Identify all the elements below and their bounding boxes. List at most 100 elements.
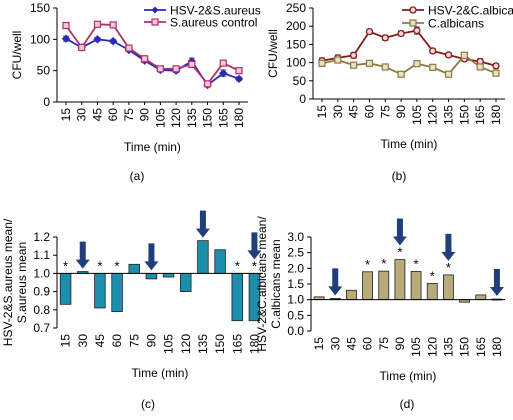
y-tick-label: 1.0 bbox=[287, 293, 304, 307]
x-tick-label: 15 bbox=[59, 108, 73, 122]
x-tick-label: 180 bbox=[247, 334, 261, 354]
x-tick-label: 135 bbox=[441, 337, 455, 357]
data-point bbox=[429, 47, 437, 55]
data-point bbox=[492, 69, 500, 77]
x-tick-label: 180 bbox=[232, 108, 246, 128]
bar bbox=[410, 271, 422, 301]
panel-d: 0.0 0.51.0 1.5 2.02.5 3.0 HSV-2&C.albicans me… bbox=[255, 216, 505, 411]
legend-label: S.aureus control bbox=[170, 16, 257, 30]
x-tick-label: 90 bbox=[393, 337, 407, 351]
x-tick-label: 45 bbox=[93, 334, 107, 348]
y-tick-label: 1.5 bbox=[287, 277, 304, 291]
data-point bbox=[156, 65, 164, 73]
bar bbox=[162, 272, 175, 278]
y-axis-title: CFU/well bbox=[266, 29, 280, 78]
x-tick-label: 75 bbox=[377, 337, 391, 351]
y-tick-label: 0.5 bbox=[287, 308, 304, 322]
legend-label: C.albicans bbox=[428, 17, 484, 31]
y-tick-label: 1.2 bbox=[33, 230, 50, 244]
bar bbox=[394, 259, 406, 301]
y-axis-title-line: HSV-2&S.aureus mean/ bbox=[1, 218, 15, 346]
x-tick-label: 180 bbox=[490, 337, 504, 357]
y-tick-label: 0.9 bbox=[33, 285, 50, 299]
y-tick-label: 50 bbox=[37, 64, 51, 78]
data-point bbox=[108, 37, 118, 46]
data-point bbox=[235, 67, 243, 75]
y-tick-label: 100 bbox=[30, 32, 50, 46]
data-point bbox=[334, 56, 342, 64]
x-tick-label: 90 bbox=[394, 105, 408, 119]
data-point bbox=[93, 20, 102, 28]
data-point bbox=[93, 35, 102, 44]
panel-label: (d) bbox=[400, 397, 415, 411]
y-tick-label: 100 bbox=[286, 56, 306, 70]
highlight-arrow bbox=[441, 233, 456, 261]
bar bbox=[475, 294, 487, 301]
y-tick-label: 200 bbox=[286, 19, 306, 33]
data-point bbox=[492, 62, 500, 70]
x-tick-label: 165 bbox=[474, 337, 488, 357]
bar bbox=[362, 271, 373, 301]
y-axis-title: CFU/well bbox=[10, 31, 24, 80]
x-tick-label: 120 bbox=[426, 105, 440, 125]
data-point bbox=[429, 63, 437, 71]
x-tick-label: 30 bbox=[75, 108, 89, 122]
data-point bbox=[365, 59, 374, 67]
bar bbox=[94, 272, 106, 309]
x-tick-label: 135 bbox=[442, 105, 456, 125]
bar bbox=[231, 272, 243, 322]
series-1 bbox=[62, 20, 243, 88]
significance-star: * bbox=[97, 258, 102, 273]
data-point bbox=[188, 60, 196, 69]
x-tick-label: 165 bbox=[230, 334, 244, 354]
legend-marker bbox=[151, 18, 159, 26]
y-tick-label: 0.8 bbox=[33, 303, 50, 317]
x-tick-label: 45 bbox=[347, 105, 361, 119]
x-tick-label: 30 bbox=[331, 105, 345, 119]
x-tick-label: 120 bbox=[179, 334, 193, 354]
panel-b: 0 50 100 150 200 250 CFU/well 15 30 45 60 75 90 105 12… bbox=[266, 1, 513, 183]
data-point bbox=[125, 44, 133, 52]
highlight-arrow bbox=[75, 241, 90, 269]
y-tick-label: 0.0 bbox=[287, 324, 304, 338]
significance-star: * bbox=[235, 258, 240, 273]
series-line bbox=[321, 54, 497, 76]
x-tick-label: 60 bbox=[110, 334, 124, 348]
x-tick-label: 165 bbox=[473, 105, 487, 125]
data-point bbox=[219, 68, 228, 78]
data-point bbox=[460, 51, 468, 59]
data-point bbox=[219, 59, 227, 67]
highlight-arrow bbox=[195, 210, 210, 238]
y-tick-label: 150 bbox=[286, 37, 306, 51]
x-tick-label: 15 bbox=[312, 337, 326, 351]
x-axis-title: Time (min) bbox=[124, 140, 181, 154]
data-point bbox=[444, 70, 453, 78]
series-line bbox=[65, 37, 240, 87]
significance-star: * bbox=[430, 268, 435, 283]
significance-star: * bbox=[365, 257, 370, 272]
data-point bbox=[349, 51, 358, 59]
panel-c: 0.7 0.8 0.9 1.0 1.1 1.2 HSV-2&S.aureus mean/S.… bbox=[1, 210, 263, 411]
panel-label: (b) bbox=[392, 169, 407, 183]
x-tick-label: 150 bbox=[201, 108, 215, 128]
y-tick-label: 3.0 bbox=[287, 230, 304, 244]
x-tick-label: 105 bbox=[162, 334, 176, 354]
data-point bbox=[109, 21, 117, 29]
data-point bbox=[61, 34, 71, 43]
x-tick-label: 15 bbox=[59, 334, 73, 348]
highlight-arrow bbox=[247, 232, 262, 260]
highlight-arrow bbox=[328, 268, 343, 296]
bar bbox=[214, 249, 226, 274]
data-point bbox=[476, 63, 484, 71]
x-tick-label: 60 bbox=[362, 105, 376, 119]
y-tick-label: 2.0 bbox=[287, 261, 304, 275]
y-tick-label: 150 bbox=[30, 1, 50, 15]
bar bbox=[59, 272, 72, 305]
data-point bbox=[234, 74, 244, 84]
data-point bbox=[172, 65, 180, 73]
x-tick-label: 75 bbox=[378, 105, 392, 119]
highlight-arrow bbox=[144, 243, 159, 271]
significance-star: * bbox=[63, 258, 68, 273]
x-tick-label: 120 bbox=[425, 337, 439, 357]
